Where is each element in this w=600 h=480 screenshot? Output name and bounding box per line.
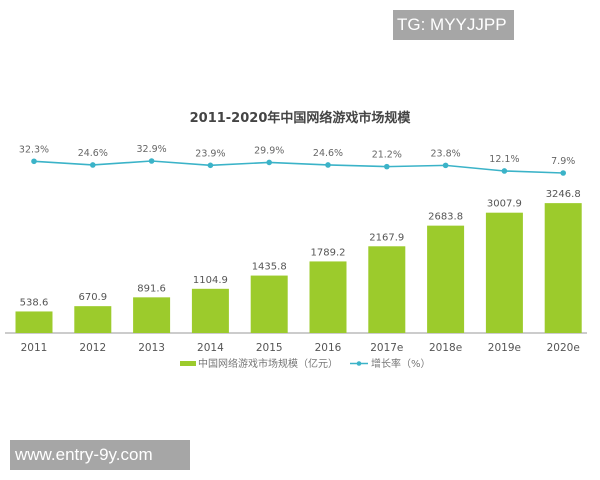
- bar-value-label: 3007.9: [487, 199, 522, 210]
- bar: [485, 212, 523, 333]
- growth-point: [90, 162, 96, 168]
- x-tick-label: 2015: [256, 342, 283, 354]
- growth-point: [325, 162, 331, 168]
- bar-value-label: 2683.8: [428, 212, 463, 223]
- growth-label: 21.2%: [372, 150, 402, 161]
- bar: [74, 306, 112, 333]
- growth-point: [148, 158, 155, 164]
- bar: [133, 297, 171, 333]
- x-tick-label: 2017e: [370, 342, 403, 354]
- growth-point: [31, 158, 37, 165]
- bar-value-label: 3246.8: [546, 189, 581, 200]
- growth-point: [266, 159, 273, 166]
- bar: [368, 246, 406, 333]
- growth-point: [501, 168, 508, 174]
- bar: [250, 275, 288, 333]
- watermark-bottom: www.entry-9y.com: [10, 440, 190, 470]
- bar-value-label: 1435.8: [252, 262, 287, 273]
- legend-line-marker: [356, 361, 362, 366]
- x-tick-label: 2016: [315, 342, 342, 354]
- bar-value-label: 670.9: [78, 292, 107, 303]
- x-tick-label: 2013: [138, 342, 165, 354]
- growth-label: 12.1%: [489, 154, 519, 165]
- bar: [309, 261, 347, 333]
- growth-label: 23.8%: [431, 148, 461, 159]
- x-tick-label: 2018e: [429, 342, 462, 354]
- bar: [427, 225, 465, 333]
- bar-value-label: 1789.2: [311, 247, 346, 258]
- growth-point: [560, 170, 566, 176]
- growth-label: 24.6%: [78, 148, 108, 159]
- growth-label: 7.9%: [551, 156, 575, 167]
- bar-value-label: 2167.9: [369, 232, 404, 243]
- growth-label: 32.9%: [137, 144, 167, 155]
- growth-label: 24.6%: [313, 148, 343, 159]
- legend-line-label: 增长率（%）: [371, 357, 431, 370]
- bar: [191, 288, 229, 333]
- growth-line: [33, 160, 564, 174]
- watermark-top: TG: MYYJJPP: [393, 10, 514, 40]
- growth-point: [442, 162, 449, 169]
- x-tick-label: 2014: [197, 342, 224, 354]
- growth-label: 32.3%: [19, 144, 49, 155]
- x-tick-label: 2019e: [488, 342, 521, 354]
- growth-label: 29.9%: [254, 145, 284, 156]
- growth-label: 23.9%: [195, 148, 225, 159]
- x-tick-label: 2012: [79, 342, 106, 354]
- bar: [544, 203, 582, 333]
- bar-value-label: 891.6: [137, 283, 166, 294]
- chart-title: 2011-2020年中国网络游戏市场规模: [189, 111, 411, 126]
- bar-value-label: 538.6: [20, 297, 49, 308]
- growth-point: [207, 162, 214, 169]
- x-tick-label: 2011: [21, 342, 48, 354]
- growth-point: [384, 163, 390, 170]
- legend-bar-label: 中国网络游戏市场规模（亿元）: [198, 357, 338, 370]
- legend-bar-swatch: [180, 361, 196, 366]
- x-tick-label: 2020e: [547, 342, 580, 354]
- bar: [15, 311, 53, 333]
- bar-value-label: 1104.9: [193, 275, 228, 286]
